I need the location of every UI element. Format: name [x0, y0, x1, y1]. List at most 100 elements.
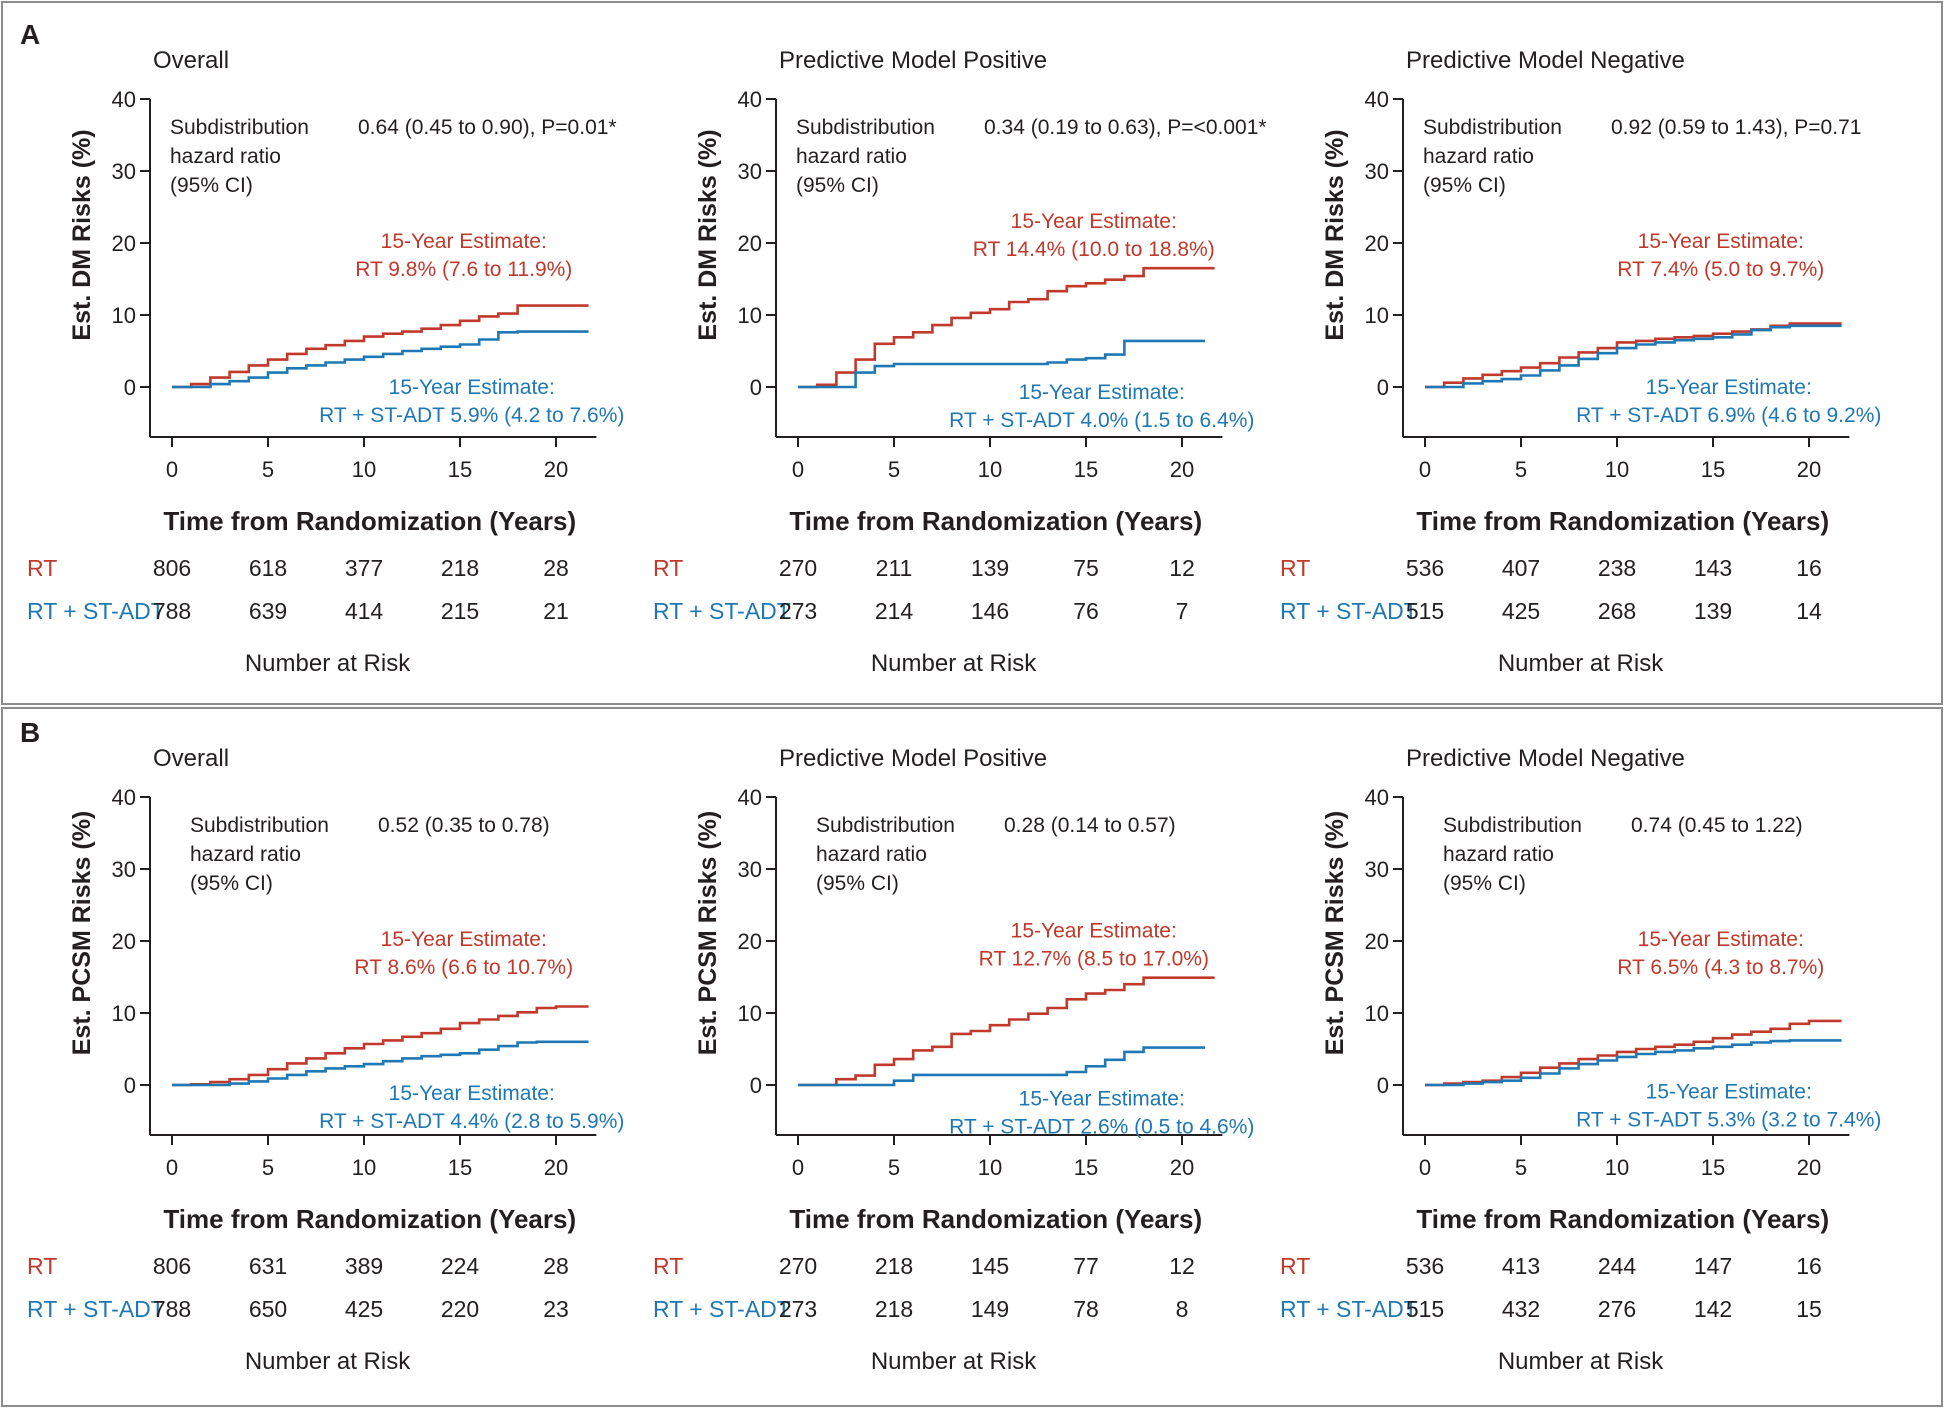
hr-label-line: (95% CI) [1443, 872, 1526, 895]
adt-estimate-value: RT + ST-ADT 2.6% (0.5 to 4.6%) [949, 1116, 1254, 1139]
nar-title: Number at Risk [1498, 650, 1664, 677]
y-axis-label: Est. DM Risks (%) [1321, 129, 1349, 340]
y-tick-label: 0 [124, 375, 136, 400]
nar-row-label-rt: RT [1280, 1253, 1310, 1279]
nar-value-rt: 389 [345, 1253, 383, 1279]
y-axis-label: Est. PCSM Risks (%) [1321, 811, 1349, 1056]
nar-value-rt-st-adt: 76 [1073, 598, 1099, 624]
nar-value-rt-st-adt: 425 [1502, 598, 1540, 624]
hr-value: 0.92 (0.59 to 1.43), P=0.71 [1611, 116, 1861, 139]
y-tick-label: 0 [1377, 375, 1389, 400]
x-tick-label: 10 [352, 457, 376, 482]
hr-label-line: (95% CI) [190, 872, 273, 895]
x-tick-label: 0 [792, 1155, 804, 1180]
adt-estimate-value: RT + ST-ADT 4.4% (2.8 to 5.9%) [319, 1110, 624, 1133]
x-tick-label: 15 [448, 1155, 472, 1180]
nar-value-rt-st-adt: 15 [1796, 1296, 1822, 1322]
x-axis-label: Time from Randomization (Years) [1416, 1204, 1829, 1234]
y-tick-label: 40 [112, 785, 136, 810]
panel-frame [1, 707, 1943, 1407]
y-tick-label: 0 [1377, 1073, 1389, 1098]
y-tick-label: 30 [738, 159, 762, 184]
y-tick-label: 20 [112, 929, 136, 954]
chart-title: Predictive Model Negative [1406, 745, 1685, 772]
nar-row-label-rt-st-adt: RT + ST-ADT [1280, 598, 1418, 624]
hr-label-line: Subdistribution [1423, 116, 1562, 139]
adt-estimate-title: 15-Year Estimate: [1019, 1088, 1185, 1111]
panel-letter: B [20, 717, 40, 748]
nar-title: Number at Risk [1498, 1348, 1664, 1375]
x-tick-label: 20 [1797, 1155, 1821, 1180]
series-line-rt [798, 976, 1215, 1087]
rt-estimate-value: RT 9.8% (7.6 to 11.9%) [355, 258, 572, 281]
nar-value-rt: 28 [543, 1253, 569, 1279]
nar-value-rt-st-adt: 218 [875, 1296, 913, 1322]
nar-value-rt-st-adt: 214 [875, 598, 914, 624]
nar-value-rt: 536 [1406, 555, 1444, 581]
chart-title: Predictive Model Positive [779, 745, 1047, 772]
nar-value-rt: 139 [971, 555, 1009, 581]
nar-value-rt-st-adt: 268 [1598, 598, 1636, 624]
y-tick-label: 40 [738, 87, 762, 112]
chart-title: Overall [153, 47, 229, 74]
x-axis-label: Time from Randomization (Years) [789, 1204, 1202, 1234]
y-tick-label: 30 [738, 857, 762, 882]
hr-label-line: hazard ratio [190, 843, 301, 866]
hr-value: 0.28 (0.14 to 0.57) [1004, 814, 1176, 837]
hr-label-line: hazard ratio [796, 145, 907, 168]
nar-value-rt: 270 [779, 1253, 817, 1279]
panel-b: B Overall 0 10 20 30 40 0 5 10 15 20 Est. PCSM Risks… [1, 707, 1943, 1407]
rt-estimate-value: RT 6.5% (4.3 to 8.7%) [1617, 956, 1824, 979]
x-tick-label: 5 [888, 1155, 900, 1180]
nar-row-label-rt: RT [653, 555, 683, 581]
y-tick-label: 30 [112, 857, 136, 882]
series-line-rt [172, 304, 589, 389]
nar-value-rt: 75 [1073, 555, 1099, 581]
hr-label-line: hazard ratio [1443, 843, 1554, 866]
nar-row-label-rt: RT [1280, 555, 1310, 581]
nar-value-rt: 16 [1796, 1253, 1822, 1279]
nar-value-rt-st-adt: 788 [153, 1296, 191, 1322]
hr-label-line: Subdistribution [190, 814, 329, 837]
adt-estimate-title: 15-Year Estimate: [389, 376, 555, 399]
nar-value-rt: 407 [1502, 555, 1540, 581]
hr-label-line: Subdistribution [816, 814, 955, 837]
nar-value-rt: 270 [779, 555, 817, 581]
y-tick-label: 40 [1365, 785, 1389, 810]
x-tick-label: 0 [1419, 1155, 1431, 1180]
series-line-rt [798, 266, 1215, 389]
x-tick-label: 10 [1605, 1155, 1629, 1180]
nar-value-rt: 618 [249, 555, 287, 581]
nar-title: Number at Risk [245, 650, 411, 677]
nar-title: Number at Risk [871, 650, 1037, 677]
y-tick-label: 10 [738, 303, 762, 328]
y-tick-label: 40 [738, 785, 762, 810]
nar-row-label-rt-st-adt: RT + ST-ADT [27, 1296, 165, 1322]
nar-value-rt-st-adt: 78 [1073, 1296, 1099, 1322]
adt-estimate-title: 15-Year Estimate: [1646, 376, 1812, 399]
chart-b-3: Predictive Model Negative 0 10 20 30 40 0 5 10 15… [1280, 745, 1881, 1375]
chart-title: Predictive Model Negative [1406, 47, 1685, 74]
adt-estimate-value: RT + ST-ADT 5.9% (4.2 to 7.6%) [319, 404, 624, 427]
nar-title: Number at Risk [245, 1348, 411, 1375]
nar-value-rt-st-adt: 215 [441, 598, 479, 624]
y-tick-label: 10 [1365, 1001, 1389, 1026]
y-tick-label: 30 [1365, 159, 1389, 184]
x-tick-label: 10 [978, 1155, 1002, 1180]
y-tick-label: 40 [112, 87, 136, 112]
panel-a: A Overall 0 10 20 30 40 0 5 10 15 20 Est. DM Risks (… [1, 1, 1943, 705]
nar-row-label-rt: RT [27, 1253, 57, 1279]
y-tick-label: 10 [112, 303, 136, 328]
chart-b-1: Overall 0 10 20 30 40 0 5 10 15 20 Est. PCSM Risks … [27, 745, 624, 1375]
x-tick-label: 0 [792, 457, 804, 482]
nar-value-rt: 218 [875, 1253, 913, 1279]
nar-value-rt-st-adt: 14 [1796, 598, 1822, 624]
y-tick-label: 30 [1365, 857, 1389, 882]
hr-label-line: hazard ratio [816, 843, 927, 866]
series-line-rt-st-adt [798, 1046, 1205, 1087]
y-tick-label: 20 [1365, 231, 1389, 256]
nar-value-rt: 224 [441, 1253, 480, 1279]
x-tick-label: 20 [544, 1155, 568, 1180]
nar-value-rt-st-adt: 639 [249, 598, 287, 624]
adt-estimate-value: RT + ST-ADT 5.3% (3.2 to 7.4%) [1576, 1108, 1881, 1131]
